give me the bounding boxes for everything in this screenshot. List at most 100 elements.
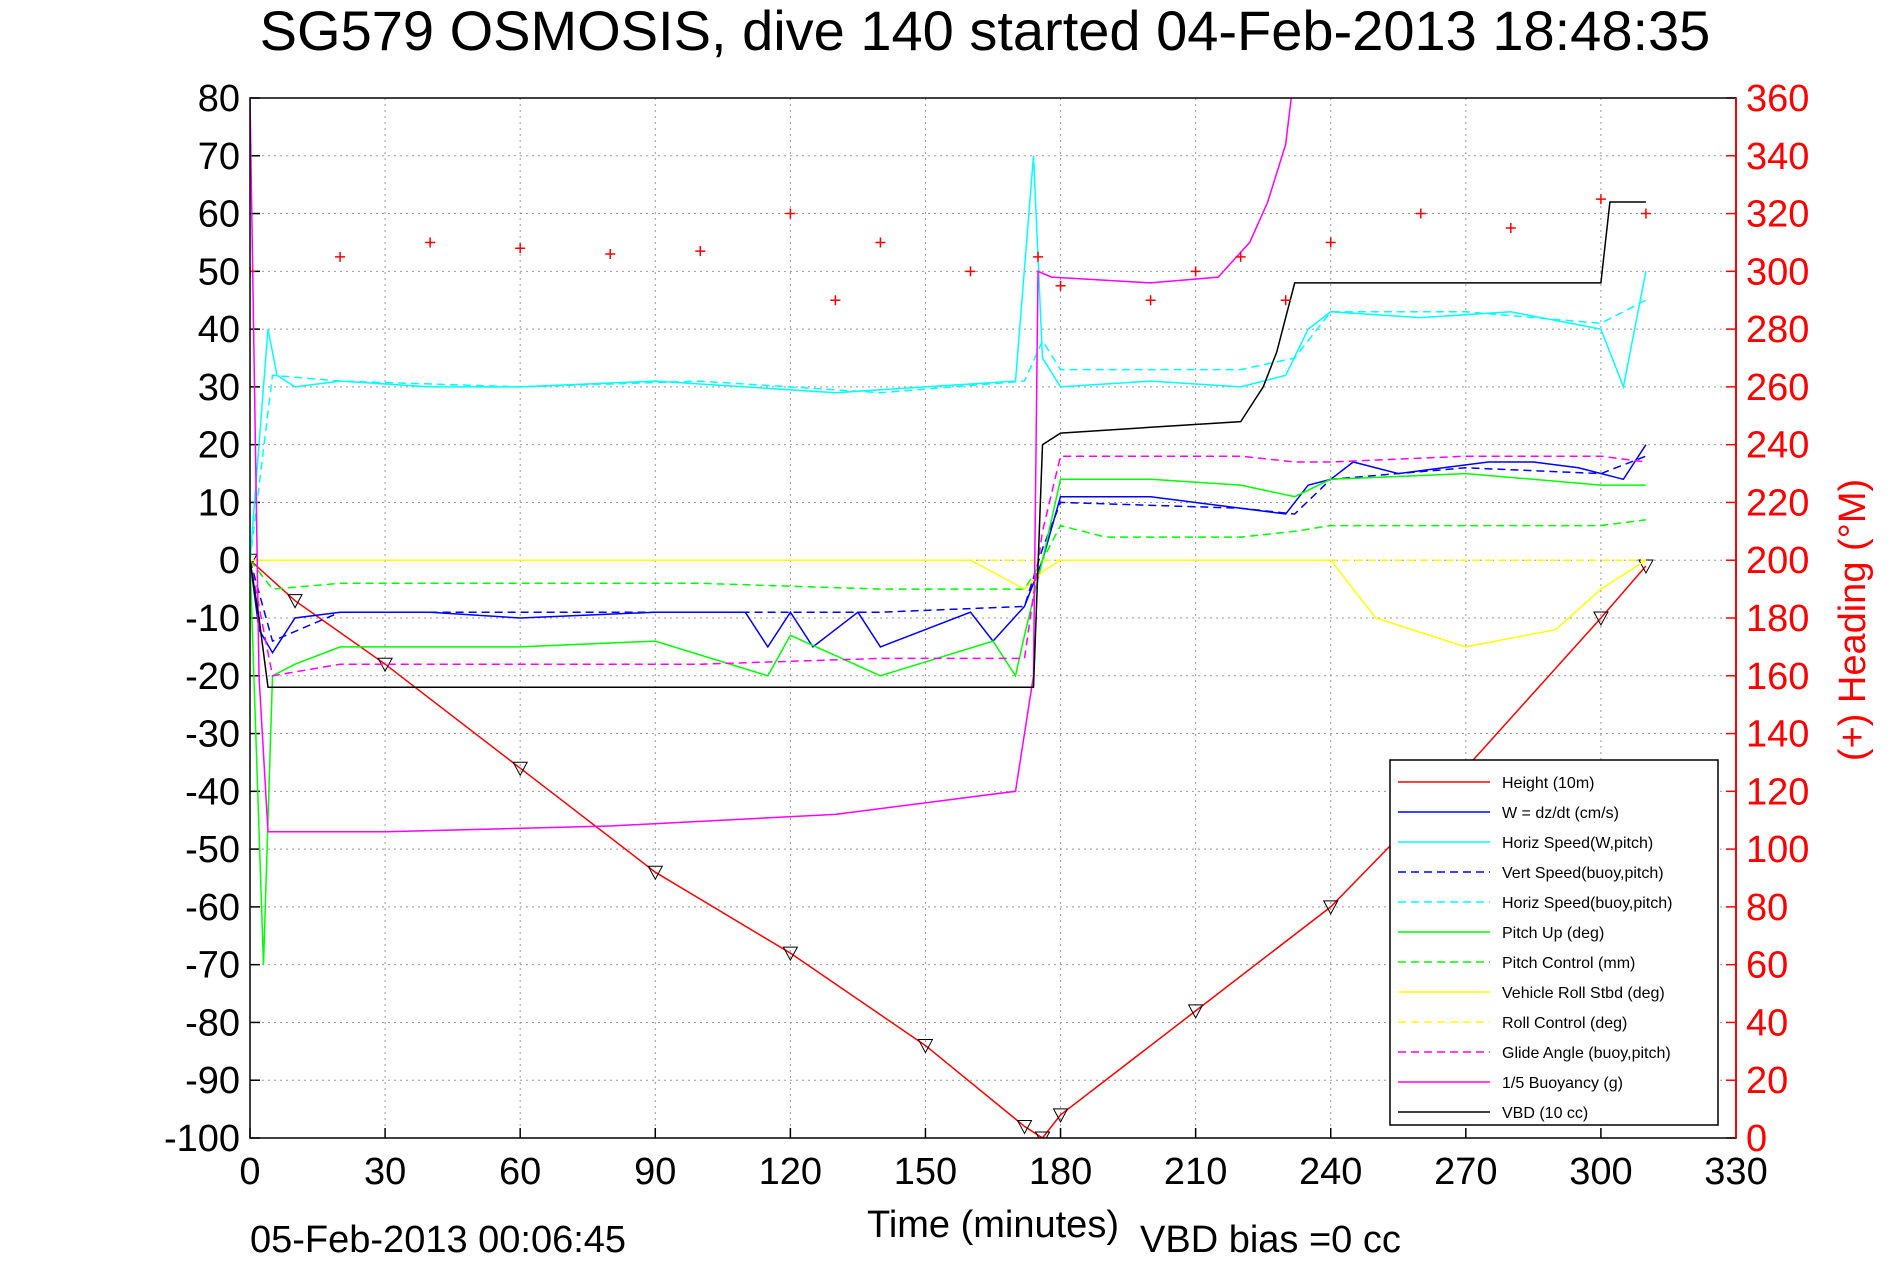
x-tick-label: 30 (364, 1151, 406, 1193)
plot-area (250, 98, 1654, 1138)
heading-marker (1190, 266, 1201, 277)
y2-tick-label: 320 (1746, 194, 1809, 236)
depth-marker (287, 594, 303, 609)
depth-marker (1034, 1131, 1051, 1138)
heading-marker (1280, 295, 1291, 306)
depth-marker (1322, 900, 1339, 915)
depth-marker (1638, 559, 1654, 575)
x-tick-label: 90 (634, 1151, 676, 1193)
series-line-1-5-buoyancy-g (250, 98, 1292, 833)
y2-tick-label: 100 (1746, 829, 1809, 871)
y2-tick-label: 180 (1746, 598, 1809, 640)
depth-marker (917, 1039, 934, 1054)
heading-marker (830, 295, 841, 306)
legend-label: Pitch Control (mm) (1502, 955, 1635, 972)
series-line-pitch-up-deg (250, 472, 1646, 965)
y2-tick-label: 20 (1746, 1060, 1788, 1102)
heading-marker (1640, 208, 1651, 219)
heading-marker (965, 266, 976, 277)
y-tick-label: 20 (198, 425, 240, 467)
heading-marker (335, 251, 346, 262)
legend-label: Vert Speed(buoy,pitch) (1502, 865, 1664, 882)
legend-label: Glide Angle (buoy,pitch) (1502, 1045, 1671, 1062)
legend-label: Horiz Speed(W,pitch) (1502, 835, 1653, 852)
y2-tick-label: 120 (1746, 771, 1809, 813)
heading-marker (1145, 295, 1156, 306)
y2-tick-label: 260 (1746, 367, 1809, 409)
series-line-w-dz-dt-cm-s (250, 444, 1647, 655)
depth-marker (1052, 1108, 1069, 1123)
x-tick-label: 150 (894, 1151, 957, 1193)
y-tick-label: -70 (185, 945, 240, 987)
series-line-vert-speed-buoy-pitch (250, 455, 1647, 643)
series-line-horiz-speed-buoy-pitch (250, 299, 1647, 561)
heading-marker (1415, 208, 1426, 219)
heading-marker (785, 208, 796, 219)
y-tick-label: 80 (198, 78, 240, 120)
legend-label: VBD (10 cc) (1502, 1105, 1588, 1122)
heading-marker (605, 249, 616, 259)
heading-marker (1595, 194, 1606, 205)
y-tick-label: 40 (198, 309, 240, 351)
heading-marker (1505, 223, 1516, 233)
x-tick-label: 60 (499, 1151, 541, 1193)
legend-label: W = dz/dt (cm/s) (1502, 805, 1619, 822)
heading-marker (695, 246, 706, 257)
y2-tick-label: 60 (1746, 945, 1788, 987)
left-axis-ticks: 80 70 60 50 40 30 20 10 0 -10 -20 -30 -40 -50 -60 -70 -8… (164, 78, 260, 1160)
depth-marker (1016, 1119, 1033, 1135)
y2-tick-label: 360 (1746, 78, 1809, 120)
heading-marker (1235, 251, 1246, 262)
x-tick-label: 180 (1029, 1151, 1092, 1193)
series-line-horiz-speed-w-pitch (250, 155, 1647, 561)
y2-tick-label: 220 (1746, 482, 1809, 524)
legend-label: Height (10m) (1502, 775, 1594, 792)
depth-marker (512, 761, 529, 777)
series-group (250, 98, 1654, 1138)
y-tick-label: -30 (185, 714, 240, 756)
y-tick-label: -40 (185, 771, 240, 813)
y-tick-label: 50 (198, 251, 240, 293)
y-tick-label: 10 (198, 482, 240, 524)
y-tick-label: -100 (164, 1118, 240, 1160)
legend-label: Roll Control (deg) (1502, 1015, 1627, 1032)
legend: Height (10m) W = dz/dt (cm/s) Horiz Speed(… (1389, 759, 1719, 1126)
x-tick-label: 120 (759, 1151, 822, 1193)
y2-tick-label: 280 (1746, 309, 1809, 351)
series-line-vehicle-roll-stbd-deg (250, 559, 1647, 648)
y2-tick-label: 300 (1746, 251, 1809, 293)
x-tick-label: 270 (1434, 1151, 1497, 1193)
legend-label: Pitch Up (deg) (1502, 925, 1604, 942)
y-tick-label: 60 (198, 194, 240, 236)
y2-tick-label: 40 (1746, 1002, 1788, 1044)
legend-label: Horiz Speed(buoy,pitch) (1502, 895, 1672, 912)
legend-label: 1/5 Buoyancy (g) (1502, 1075, 1623, 1092)
heading-marker (515, 243, 526, 254)
right-axis-ticks: 3603403203002802602402202001801601401201… (1726, 78, 1809, 1160)
y2-tick-label: 200 (1746, 540, 1809, 582)
footer-date: 05-Feb-2013 00:06:45 (250, 1219, 626, 1261)
x-tick-label: 330 (1704, 1151, 1767, 1193)
y-tick-label: 30 (198, 367, 240, 409)
heading-marker (250, 266, 255, 277)
y-tick-label: -80 (185, 1002, 240, 1044)
y2-tick-label: 340 (1746, 136, 1809, 178)
y-tick-label: 70 (198, 136, 240, 178)
legend-label: Vehicle Roll Stbd (deg) (1502, 985, 1665, 1002)
depth-marker (647, 865, 664, 881)
depth-marker (1593, 611, 1609, 627)
x-tick-label: 240 (1299, 1151, 1362, 1193)
x-axis-ticks: 0 30 60 90 120 150 180 210 240 270 300 330 (239, 1128, 1768, 1193)
y-tick-label: -90 (185, 1060, 240, 1102)
y2-tick-label: 140 (1746, 714, 1809, 756)
depth-marker (782, 946, 799, 962)
y2-tick-label: 80 (1746, 887, 1788, 929)
series-line-vbd-10-cc (250, 201, 1646, 689)
y2-tick-label: 160 (1746, 656, 1809, 698)
y-tick-label: -10 (185, 598, 240, 640)
right-axis-label: (+) Heading (°M) (1832, 479, 1874, 761)
x-tick-label: 300 (1569, 1151, 1632, 1193)
footer-vbd-bias: VBD bias =0 cc (1140, 1219, 1401, 1261)
series-line-pitch-control-mm (250, 519, 1646, 590)
x-tick-label: 210 (1164, 1151, 1227, 1193)
